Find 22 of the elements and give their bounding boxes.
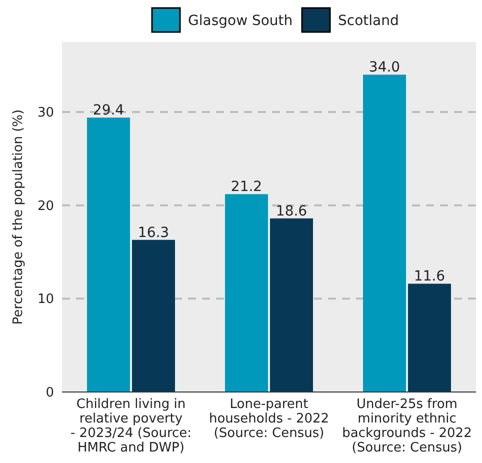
data-label: 21.2 — [230, 179, 262, 196]
y-tick-label: 0 — [46, 386, 54, 401]
bar — [225, 194, 268, 392]
data-label: 34.0 — [368, 60, 400, 76]
bar — [87, 118, 130, 392]
x-tick-label: Under-25s from minority ethnic backgrounds - 2022 (Source: Census) — [342, 397, 472, 456]
y-tick-label: 10 — [37, 292, 54, 308]
y-tick-label: 30 — [37, 106, 54, 121]
bar — [363, 74, 406, 392]
data-label: 18.6 — [276, 203, 308, 220]
x-tick-label: Children living in relative poverty - 2023/24 (Source: HMRC and DWP) — [70, 397, 192, 456]
data-label: 16.3 — [138, 224, 170, 241]
bar — [408, 284, 451, 392]
legend-label: Glasgow South — [188, 12, 293, 29]
data-label: 11.6 — [414, 268, 446, 285]
x-tick-label: Lone-parent households - 2022 (Source: Census) — [208, 397, 330, 441]
legend-label: Scotland — [338, 12, 399, 29]
y-tick-label: 20 — [37, 198, 54, 214]
bar — [132, 240, 175, 392]
bar — [270, 218, 313, 392]
y-axis-title: Percentage of the population (%) — [11, 109, 26, 325]
data-label: 29.4 — [92, 102, 124, 119]
